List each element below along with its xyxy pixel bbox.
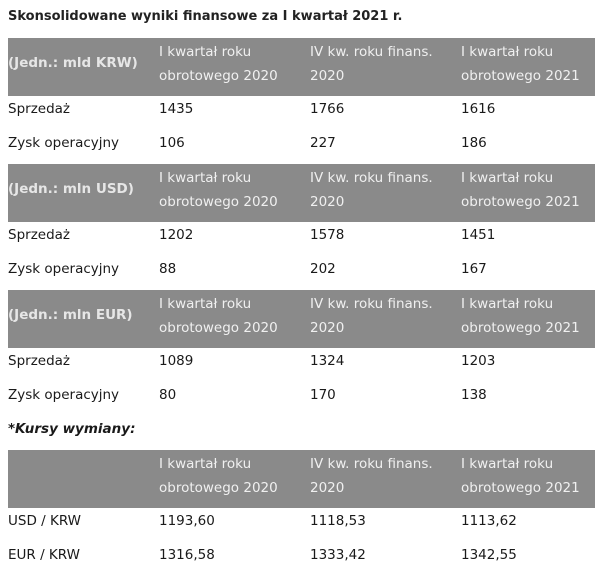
col-header-q1-2020: I kwartał roku obrotowego 2020 (159, 166, 278, 214)
table-row: Sprzedaż 1202 1578 1451 (8, 225, 595, 245)
cell-value: 106 (159, 135, 185, 151)
cell-value: 186 (461, 135, 487, 151)
row-label: Zysk operacyjny (8, 261, 120, 277)
row-label: Sprzedaż (8, 227, 71, 243)
table-header-usd: (Jedn.: mln USD) I kwartał roku obrotowe… (8, 164, 595, 222)
table-row: Zysk operacyjny 80 170 138 (8, 385, 595, 405)
cell-value: 227 (310, 135, 336, 151)
row-label: Sprzedaż (8, 353, 71, 369)
col-header-q1-2020: I kwartał roku obrotowego 2020 (159, 292, 278, 340)
col-header-line: IV kw. roku finans. (310, 296, 433, 312)
table-row: Sprzedaż 1089 1324 1203 (8, 351, 595, 371)
col-header-line: 2020 (310, 194, 345, 210)
cell-value: 202 (310, 261, 336, 277)
col-header-line: I kwartał roku (159, 296, 252, 312)
cell-value: 1451 (461, 227, 496, 243)
col-header-q4-2020: IV kw. roku finans. 2020 (310, 166, 433, 214)
col-header-q1-2020: I kwartał roku obrotowego 2020 (159, 40, 278, 88)
cell-value: 88 (159, 261, 177, 277)
col-header-q4-2020: IV kw. roku finans. 2020 (310, 40, 433, 88)
cell-value: 1324 (310, 353, 345, 369)
table-row: EUR / KRW 1316,58 1333,42 1342,55 (8, 545, 595, 565)
col-header-q1-2021: I kwartał roku obrotowego 2021 (461, 292, 580, 340)
col-header-line: I kwartał roku (159, 44, 252, 60)
col-header-line: I kwartał roku (461, 44, 554, 60)
exchange-rates-note: *Kursy wymiany: (8, 421, 136, 437)
unit-label: (Jedn.: mln USD) (8, 181, 134, 197)
col-header-q1-2021: I kwartał roku obrotowego 2021 (461, 452, 580, 500)
col-header-q1-2021: I kwartał roku obrotowego 2021 (461, 166, 580, 214)
cell-value: 167 (461, 261, 487, 277)
table-row: Zysk operacyjny 88 202 167 (8, 259, 595, 279)
col-header-line: 2020 (310, 480, 345, 496)
table-row: Zysk operacyjny 106 227 186 (8, 133, 595, 153)
cell-value: 170 (310, 387, 336, 403)
col-header-q4-2020: IV kw. roku finans. 2020 (310, 292, 433, 340)
unit-label: (Jedn.: mln EUR) (8, 307, 133, 323)
col-header-line: IV kw. roku finans. (310, 456, 433, 472)
row-label: USD / KRW (8, 513, 82, 529)
unit-label: (Jedn.: mld KRW) (8, 55, 138, 71)
cell-value: 80 (159, 387, 177, 403)
row-label: Sprzedaż (8, 101, 71, 117)
cell-value: 1203 (461, 353, 496, 369)
col-header-line: I kwartał roku (159, 456, 252, 472)
col-header-line: 2020 (310, 320, 345, 336)
col-header-line: 2020 (310, 68, 345, 84)
cell-value: 1193,60 (159, 513, 215, 529)
cell-value: 1435 (159, 101, 194, 117)
cell-value: 1578 (310, 227, 345, 243)
cell-value: 1316,58 (159, 547, 215, 563)
table-header-exchange: I kwartał roku obrotowego 2020 IV kw. ro… (8, 450, 595, 508)
cell-value: 1118,53 (310, 513, 366, 529)
cell-value: 1342,55 (461, 547, 517, 563)
cell-value: 1766 (310, 101, 345, 117)
col-header-line: obrotowego 2021 (461, 480, 580, 496)
col-header-line: I kwartał roku (461, 296, 554, 312)
cell-value: 1616 (461, 101, 496, 117)
col-header-line: I kwartał roku (461, 456, 554, 472)
page-title: Skonsolidowane wyniki finansowe za I kwa… (8, 9, 403, 24)
col-header-q1-2020: I kwartał roku obrotowego 2020 (159, 452, 278, 500)
table-row: USD / KRW 1193,60 1118,53 1113,62 (8, 511, 595, 531)
col-header-line: IV kw. roku finans. (310, 44, 433, 60)
col-header-line: obrotowego 2020 (159, 480, 278, 496)
cell-value: 1113,62 (461, 513, 517, 529)
col-header-line: obrotowego 2021 (461, 194, 580, 210)
col-header-q4-2020: IV kw. roku finans. 2020 (310, 452, 433, 500)
table-row: Sprzedaż 1435 1766 1616 (8, 99, 595, 119)
col-header-line: obrotowego 2021 (461, 320, 580, 336)
col-header-line: I kwartał roku (159, 170, 252, 186)
col-header-q1-2021: I kwartał roku obrotowego 2021 (461, 40, 580, 88)
table-header-krw: (Jedn.: mld KRW) I kwartał roku obrotowe… (8, 38, 595, 96)
table-header-eur: (Jedn.: mln EUR) I kwartał roku obrotowe… (8, 290, 595, 348)
row-label: Zysk operacyjny (8, 387, 120, 403)
cell-value: 138 (461, 387, 487, 403)
cell-value: 1202 (159, 227, 194, 243)
cell-value: 1333,42 (310, 547, 366, 563)
col-header-line: obrotowego 2021 (461, 68, 580, 84)
col-header-line: obrotowego 2020 (159, 194, 278, 210)
col-header-line: obrotowego 2020 (159, 68, 278, 84)
col-header-line: IV kw. roku finans. (310, 170, 433, 186)
col-header-line: I kwartał roku (461, 170, 554, 186)
row-label: EUR / KRW (8, 547, 80, 563)
col-header-line: obrotowego 2020 (159, 320, 278, 336)
row-label: Zysk operacyjny (8, 135, 120, 151)
cell-value: 1089 (159, 353, 194, 369)
